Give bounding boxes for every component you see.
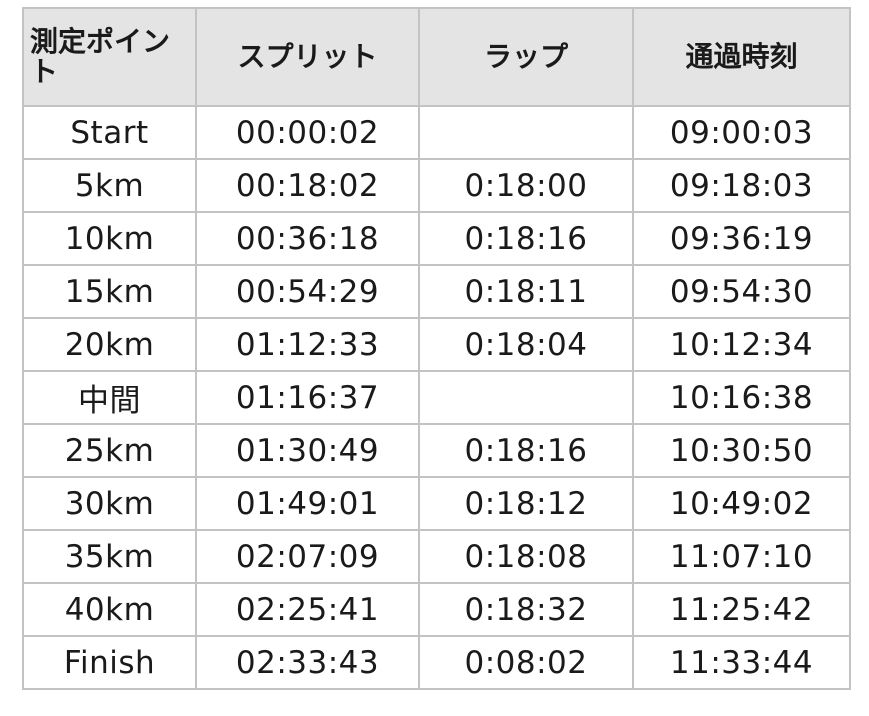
table-row: 40km 02:25:41 0:18:32 11:25:42 (22, 582, 851, 637)
header-split: スプリット (195, 7, 420, 107)
cell-split: 00:18:02 (195, 158, 420, 213)
table-row: Finish 02:33:43 0:08:02 11:33:44 (22, 635, 851, 690)
table-body: Start 00:00:02 09:00:03 5km 00:18:02 0:1… (22, 105, 851, 690)
cell-split: 02:07:09 (195, 529, 420, 584)
header-lap: ラップ (418, 7, 634, 107)
table-row: 5km 00:18:02 0:18:00 09:18:03 (22, 158, 851, 213)
cell-passing-time: 09:00:03 (632, 105, 851, 160)
cell-lap: 0:08:02 (418, 635, 634, 690)
split-times-table: 測定ポイント スプリット ラップ 通過時刻 Start 00:00:02 09:… (22, 7, 851, 690)
cell-lap: 0:18:32 (418, 582, 634, 637)
cell-split: 00:36:18 (195, 211, 420, 266)
cell-point: 40km (22, 582, 197, 637)
cell-split: 01:12:33 (195, 317, 420, 372)
table-row: 25km 01:30:49 0:18:16 10:30:50 (22, 423, 851, 478)
cell-split: 01:16:37 (195, 370, 420, 425)
table-row: 15km 00:54:29 0:18:11 09:54:30 (22, 264, 851, 319)
cell-passing-time: 09:36:19 (632, 211, 851, 266)
cell-passing-time: 09:18:03 (632, 158, 851, 213)
cell-point: 25km (22, 423, 197, 478)
table-row: 10km 00:36:18 0:18:16 09:36:19 (22, 211, 851, 266)
split-table-container: 測定ポイント スプリット ラップ 通過時刻 Start 00:00:02 09:… (22, 7, 851, 690)
cell-point: 20km (22, 317, 197, 372)
cell-split: 01:49:01 (195, 476, 420, 531)
cell-passing-time: 11:25:42 (632, 582, 851, 637)
cell-point: 5km (22, 158, 197, 213)
header-measure-point: 測定ポイント (22, 7, 197, 107)
cell-lap: 0:18:12 (418, 476, 634, 531)
cell-point: Finish (22, 635, 197, 690)
cell-point: 10km (22, 211, 197, 266)
cell-split: 01:30:49 (195, 423, 420, 478)
cell-lap: 0:18:11 (418, 264, 634, 319)
table-row: 中間 01:16:37 10:16:38 (22, 370, 851, 425)
cell-point: 35km (22, 529, 197, 584)
cell-split: 00:54:29 (195, 264, 420, 319)
cell-split: 02:33:43 (195, 635, 420, 690)
cell-passing-time: 10:49:02 (632, 476, 851, 531)
cell-split: 02:25:41 (195, 582, 420, 637)
cell-lap (418, 105, 634, 160)
cell-passing-time: 10:12:34 (632, 317, 851, 372)
cell-passing-time: 10:30:50 (632, 423, 851, 478)
header-row: 測定ポイント スプリット ラップ 通過時刻 (22, 7, 851, 107)
table-row: 20km 01:12:33 0:18:04 10:12:34 (22, 317, 851, 372)
cell-point: 15km (22, 264, 197, 319)
cell-lap (418, 370, 634, 425)
cell-lap: 0:18:00 (418, 158, 634, 213)
cell-lap: 0:18:08 (418, 529, 634, 584)
cell-passing-time: 11:33:44 (632, 635, 851, 690)
cell-point: Start (22, 105, 197, 160)
cell-point: 30km (22, 476, 197, 531)
cell-lap: 0:18:16 (418, 423, 634, 478)
cell-passing-time: 10:16:38 (632, 370, 851, 425)
cell-lap: 0:18:04 (418, 317, 634, 372)
table-row: 30km 01:49:01 0:18:12 10:49:02 (22, 476, 851, 531)
table-header: 測定ポイント スプリット ラップ 通過時刻 (22, 7, 851, 107)
header-passing-time: 通過時刻 (632, 7, 851, 107)
cell-lap: 0:18:16 (418, 211, 634, 266)
cell-passing-time: 09:54:30 (632, 264, 851, 319)
cell-passing-time: 11:07:10 (632, 529, 851, 584)
cell-point: 中間 (22, 370, 197, 425)
cell-split: 00:00:02 (195, 105, 420, 160)
table-row: 35km 02:07:09 0:18:08 11:07:10 (22, 529, 851, 584)
table-row: Start 00:00:02 09:00:03 (22, 105, 851, 160)
